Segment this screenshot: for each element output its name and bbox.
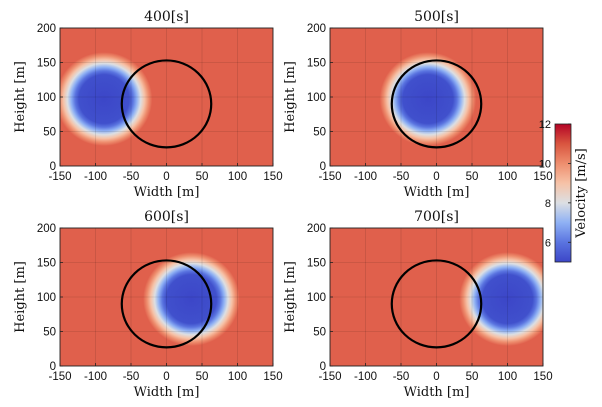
x-tick-label: 0 [163, 171, 169, 183]
grid [60, 28, 273, 166]
y-tick-label: 50 [313, 127, 326, 139]
x-tick-label: -50 [393, 171, 410, 183]
y-tick-label: 150 [307, 258, 326, 270]
y-tick-label: 100 [37, 92, 56, 104]
x-tick-label: -100 [354, 171, 377, 183]
colorbar: 6 8 10 12 Velocity [m/s] [539, 119, 589, 263]
subplot-title: 500[s] [414, 9, 459, 25]
colorbar-scale [554, 123, 572, 263]
y-tick-label: 50 [43, 327, 56, 339]
x-tick-label: 50 [466, 171, 479, 183]
colorbar-tick-label: 10 [539, 158, 551, 170]
subplot-title: 600[s] [144, 209, 189, 225]
x-tick-label: 100 [498, 371, 517, 383]
x-tick-label: 50 [196, 371, 209, 383]
y-tick-label: 50 [43, 127, 56, 139]
low-velocity-region [143, 252, 240, 346]
low-velocity-region [379, 52, 477, 146]
x-axis-label: Width [m] [404, 385, 470, 400]
subplot-title: 700[s] [414, 209, 459, 225]
low-velocity-region [60, 52, 153, 146]
x-tick-label: 0 [433, 171, 439, 183]
x-tick-label: -150 [48, 371, 71, 383]
grid [330, 228, 543, 366]
x-tick-label: -50 [393, 371, 410, 383]
x-axis-label: Width [m] [134, 385, 200, 400]
y-tick-label: 150 [37, 58, 56, 70]
x-axis-label: Width [m] [404, 185, 470, 200]
colorbar-label: Velocity [m/s] [574, 148, 589, 239]
x-tick-label: -150 [318, 371, 341, 383]
y-tick-label: 100 [37, 292, 56, 304]
rotor-circle [390, 259, 483, 349]
y-tick-label: 200 [307, 223, 326, 235]
x-tick-label: -50 [123, 371, 140, 383]
x-tick-label: -100 [84, 371, 107, 383]
x-tick-label: 150 [263, 371, 282, 383]
rotor-circle [120, 259, 213, 349]
y-axis-label: Height [m] [283, 61, 298, 133]
y-tick-label: 200 [37, 23, 56, 35]
subplot-3: -150 -100 -50 0 50 100 150 0 50 100 150 200 600[s] Wi… [13, 209, 283, 400]
low-velocity-region [459, 252, 543, 346]
x-tick-label: -100 [84, 171, 107, 183]
x-tick-label: -50 [123, 171, 140, 183]
x-axis-label: Width [m] [134, 185, 200, 200]
grid [60, 228, 273, 366]
x-tick-label: 150 [263, 171, 282, 183]
grid [330, 28, 543, 166]
colorbar-tick-label: 6 [545, 237, 551, 249]
y-tick-label: 200 [307, 23, 326, 35]
x-tick-label: 100 [498, 171, 517, 183]
subplot-4: -150 -100 -50 0 50 100 150 0 50 100 150 200 700[s] Wi… [283, 209, 553, 400]
y-axis-label: Height [m] [13, 61, 28, 133]
colorbar-tick-label: 8 [545, 198, 551, 210]
y-tick-label: 150 [37, 258, 56, 270]
x-tick-label: -100 [354, 371, 377, 383]
subplot-1: -150 -100 -50 0 50 100 150 0 50 100 150 200 400[s] Wi… [13, 9, 283, 200]
y-tick-label: 0 [50, 361, 56, 373]
x-tick-label: -150 [318, 171, 341, 183]
x-tick-label: -150 [48, 171, 71, 183]
rotor-circle [390, 59, 483, 149]
x-tick-label: 0 [163, 371, 169, 383]
x-tick-label: 0 [433, 371, 439, 383]
x-tick-label: 100 [228, 371, 247, 383]
y-tick-label: 0 [320, 361, 326, 373]
subplot-2: -150 -100 -50 0 50 100 150 0 50 100 150 200 500[s] Wi… [283, 9, 553, 200]
rotor-circle [120, 59, 213, 149]
y-tick-label: 0 [50, 161, 56, 173]
x-tick-label: 150 [533, 371, 552, 383]
y-tick-label: 150 [307, 58, 326, 70]
y-tick-label: 50 [313, 327, 326, 339]
y-axis-label: Height [m] [13, 261, 28, 333]
y-tick-label: 0 [320, 161, 326, 173]
y-axis-label: Height [m] [283, 261, 298, 333]
x-tick-label: 100 [228, 171, 247, 183]
x-tick-label: 50 [466, 371, 479, 383]
y-tick-label: 200 [37, 223, 56, 235]
x-tick-label: 50 [196, 171, 209, 183]
y-tick-label: 100 [307, 92, 326, 104]
subplot-title: 400[s] [144, 9, 189, 25]
colorbar-tick-label: 12 [539, 119, 551, 131]
y-tick-label: 100 [307, 292, 326, 304]
x-tick-label: 150 [533, 171, 552, 183]
